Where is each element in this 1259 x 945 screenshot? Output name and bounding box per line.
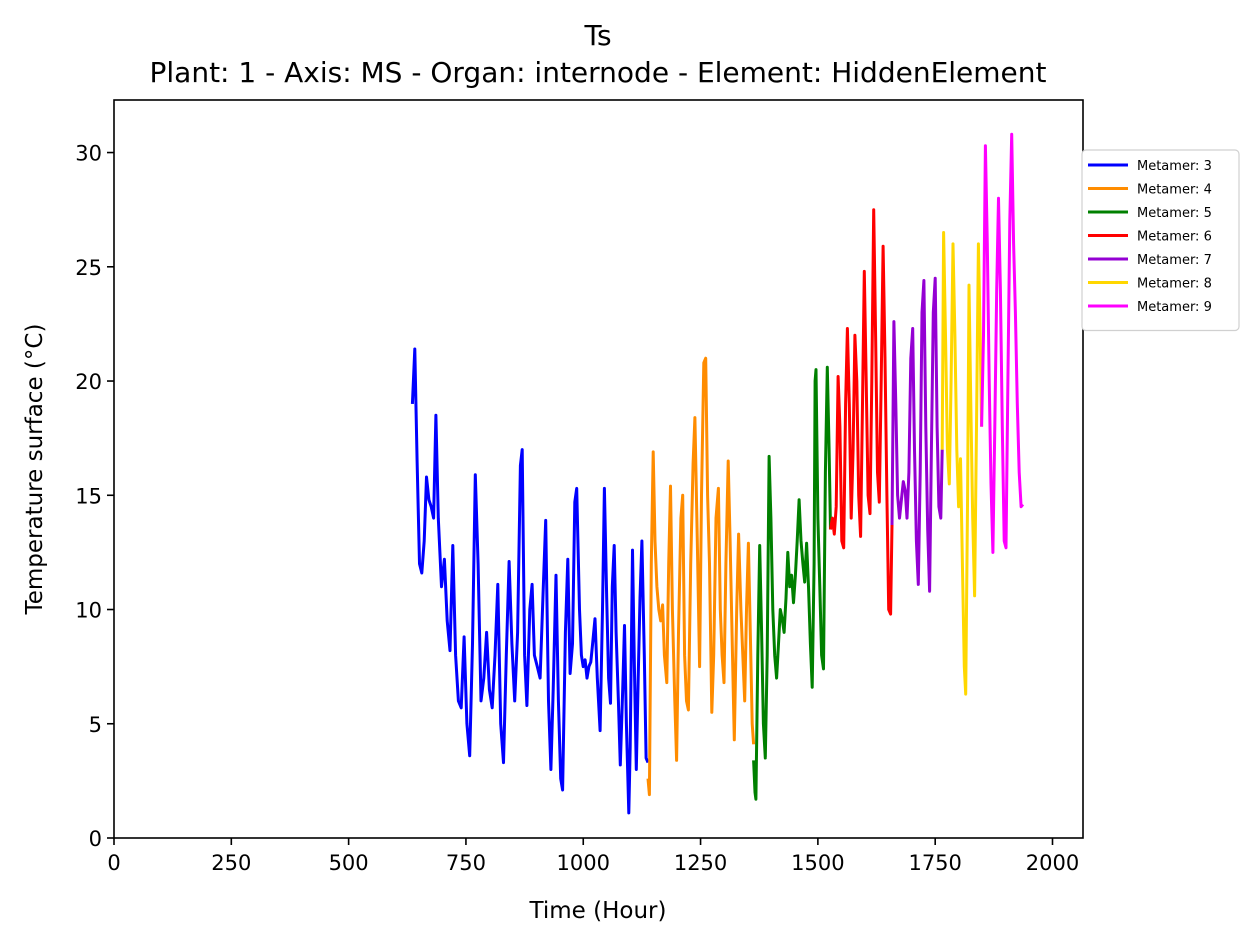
- y-tick-label: 10: [75, 599, 102, 623]
- x-tick-label: 1500: [791, 851, 844, 875]
- y-tick-label: 0: [89, 827, 102, 851]
- series-layer: [410, 132, 1025, 815]
- series-line-6: [829, 208, 894, 616]
- series-line-9: [980, 132, 1025, 554]
- legend-label: Metamer: 8: [1137, 277, 1212, 292]
- series-line-5: [752, 365, 832, 801]
- series-line-3: [410, 347, 650, 815]
- x-tick-label: 1750: [908, 851, 961, 875]
- x-tick-label: 500: [329, 851, 369, 875]
- legend-label: Metamer: 4: [1137, 183, 1212, 198]
- chart-title: Ts: [583, 19, 611, 52]
- chart-subtitle: Plant: 1 - Axis: MS - Organ: internode -…: [150, 56, 1047, 89]
- y-tick-label: 15: [75, 484, 102, 508]
- y-tick-label: 30: [75, 142, 102, 166]
- x-tick-label: 2000: [1026, 851, 1079, 875]
- legend-box: [1081, 149, 1240, 332]
- x-tick-label: 1250: [674, 851, 727, 875]
- x-tick-label: 250: [211, 851, 251, 875]
- x-tick-label: 1000: [557, 851, 610, 875]
- series-line-8: [940, 231, 984, 696]
- plot-frame: [113, 99, 1084, 839]
- legend-label: Metamer: 6: [1137, 230, 1212, 245]
- y-tick-label: 25: [75, 256, 102, 280]
- x-axis-label: Time (Hour): [529, 898, 667, 924]
- series-line-4: [646, 356, 756, 797]
- legend: Metamer: 3 Metamer: 4 Metamer: 5 Metamer: 6…: [1081, 149, 1240, 332]
- axes-layer: 0 250 500 750 1000 1250 1500 1750 2000 0 5 10 15 20 25…: [75, 99, 1084, 875]
- y-axis-label: Temperature surface (°C): [22, 324, 48, 616]
- legend-label: Metamer: 3: [1137, 159, 1212, 174]
- y-tick-label: 20: [75, 370, 102, 394]
- series-line-7: [890, 276, 944, 593]
- legend-label: Metamer: 9: [1137, 300, 1212, 315]
- legend-label: Metamer: 7: [1137, 253, 1212, 268]
- x-tick-label: 750: [446, 851, 486, 875]
- y-tick-label: 5: [89, 713, 102, 737]
- x-tick-label: 0: [107, 851, 120, 875]
- legend-label: Metamer: 5: [1137, 206, 1212, 221]
